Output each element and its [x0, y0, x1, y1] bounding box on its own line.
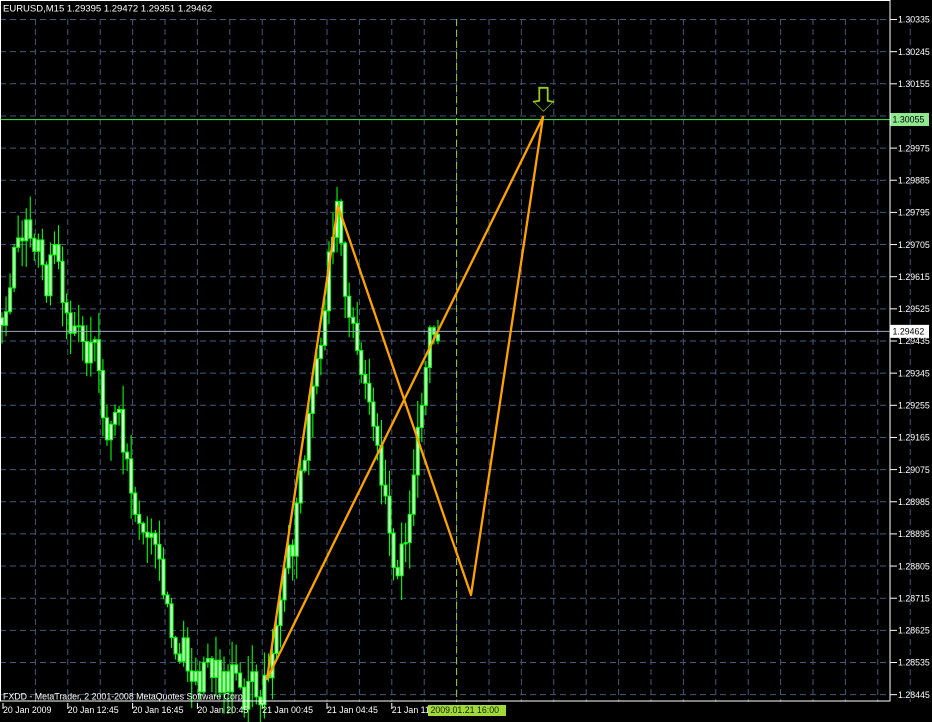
- svg-text:1.30245: 1.30245: [898, 47, 930, 57]
- svg-text:1.28895: 1.28895: [898, 529, 930, 539]
- svg-text:1.29075: 1.29075: [898, 465, 930, 475]
- svg-text:1.28985: 1.28985: [898, 497, 930, 507]
- svg-text:1.28805: 1.28805: [898, 561, 930, 571]
- svg-text:1.28625: 1.28625: [898, 626, 930, 636]
- svg-text:1.29255: 1.29255: [898, 401, 930, 411]
- svg-text:1.30055: 1.30055: [893, 115, 925, 125]
- svg-text:1.29705: 1.29705: [898, 240, 930, 250]
- svg-text:1.28715: 1.28715: [898, 593, 930, 603]
- svg-text:20 Jan 12:45: 20 Jan 12:45: [68, 705, 119, 715]
- svg-text:1.29165: 1.29165: [898, 433, 930, 443]
- svg-text:1.29795: 1.29795: [898, 208, 930, 218]
- svg-text:20 Jan 20:45: 20 Jan 20:45: [197, 705, 248, 715]
- svg-text:1.29525: 1.29525: [898, 304, 930, 314]
- svg-text:FXDD - MetaTrader, 2 2001-2008: FXDD - MetaTrader, 2 2001-2008 MetaQuote…: [3, 692, 245, 702]
- svg-text:1.30155: 1.30155: [898, 79, 930, 89]
- svg-text:21 Jan 00:45: 21 Jan 00:45: [262, 705, 313, 715]
- svg-text:1.29885: 1.29885: [898, 175, 930, 185]
- svg-text:1.29615: 1.29615: [898, 272, 930, 282]
- svg-text:1.30335: 1.30335: [898, 15, 930, 25]
- svg-text:1.29462: 1.29462: [893, 327, 925, 337]
- svg-text:1.29345: 1.29345: [898, 368, 930, 378]
- svg-text:1.29975: 1.29975: [898, 143, 930, 153]
- svg-text:2009.01.21 16:00: 2009.01.21 16:00: [431, 705, 500, 715]
- svg-text:EURUSD,M15 1.29395 1.29472 1.: EURUSD,M15 1.29395 1.29472 1.29351 1.294…: [3, 4, 212, 15]
- svg-text:1.28445: 1.28445: [898, 690, 930, 700]
- svg-text:20 Jan 2009: 20 Jan 2009: [3, 705, 52, 715]
- svg-text:1.28535: 1.28535: [898, 658, 930, 668]
- svg-text:21 Jan 04:45: 21 Jan 04:45: [327, 705, 378, 715]
- svg-text:20 Jan 16:45: 20 Jan 16:45: [133, 705, 184, 715]
